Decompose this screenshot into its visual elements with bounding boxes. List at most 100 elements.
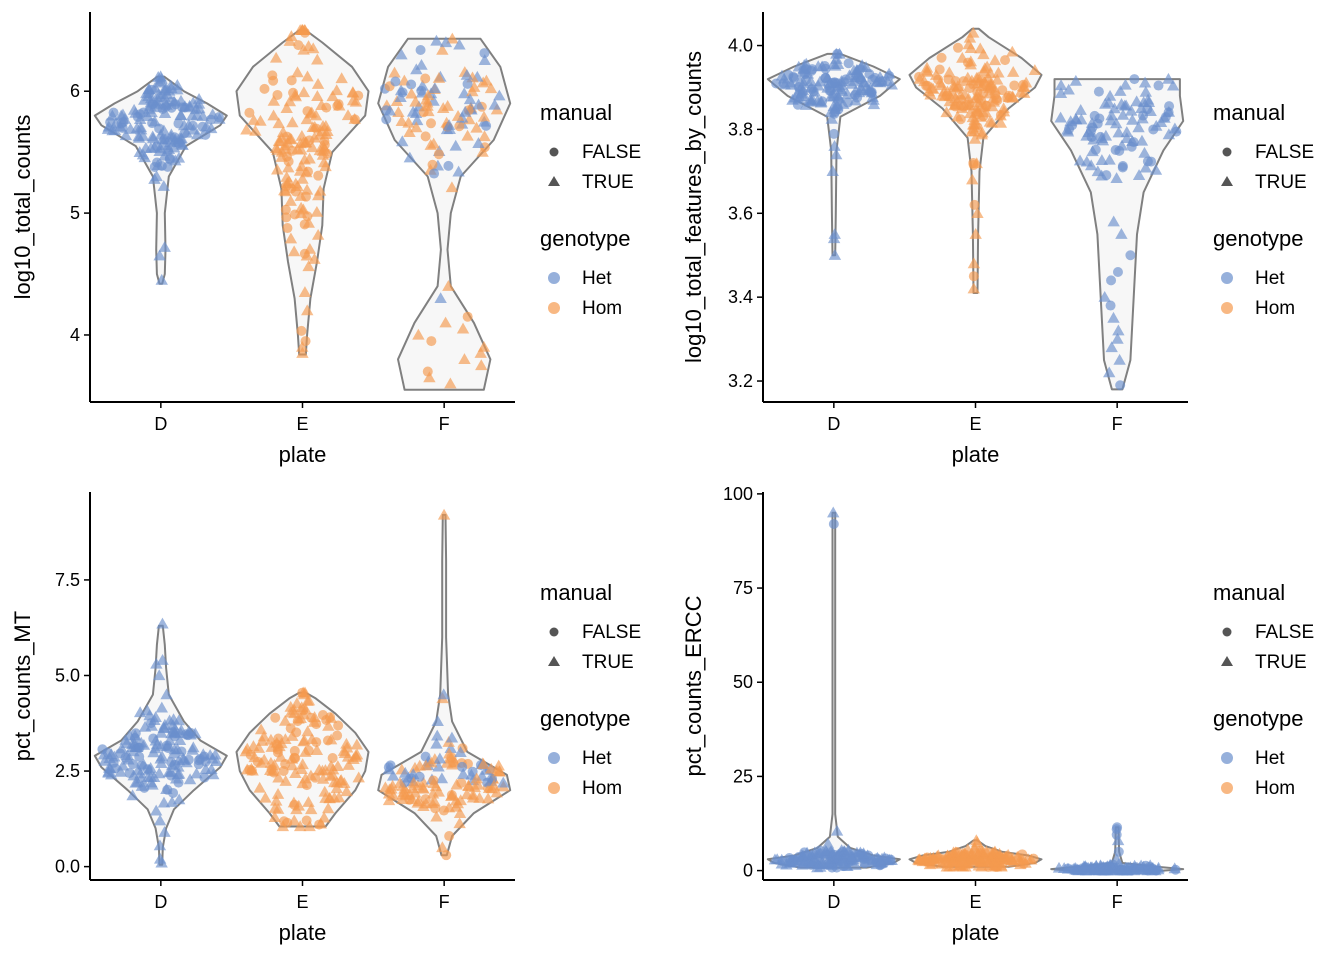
x-tick-label: D [154, 414, 167, 434]
point-E [922, 80, 933, 91]
legend-label-genotype: Hom [582, 298, 622, 319]
legend-key-hom [548, 302, 560, 314]
point-E [1009, 80, 1020, 91]
point-E [297, 687, 308, 698]
point-E [290, 803, 303, 815]
point-F [479, 48, 490, 59]
legend-title-manual: manual [540, 100, 612, 125]
point-E [294, 712, 307, 723]
point-D [811, 861, 824, 873]
y-tick-label: 3.6 [728, 203, 753, 223]
point-F [1074, 104, 1087, 115]
y-tick-label: 6 [70, 81, 80, 101]
point-D [108, 124, 122, 136]
point-E [296, 758, 309, 770]
point-E [981, 855, 995, 867]
y-tick-label: 4 [70, 325, 80, 345]
legend-key-circle [1222, 147, 1232, 157]
point-D [177, 752, 190, 764]
point-E [947, 79, 960, 91]
legend-key-triangle [1221, 656, 1233, 666]
point-D [132, 111, 143, 122]
point-E [333, 99, 344, 110]
point-E [947, 846, 960, 858]
point-F [444, 831, 455, 842]
point-E [977, 48, 990, 60]
point-F [1149, 163, 1163, 175]
point-E [958, 88, 971, 99]
legend-label-manual: FALSE [582, 622, 641, 643]
point-E [1006, 90, 1019, 102]
point-F [1110, 172, 1123, 183]
point-D [102, 765, 115, 777]
point-F [386, 769, 400, 781]
point-E [326, 90, 339, 102]
point-E [287, 245, 301, 257]
point-E [338, 747, 352, 758]
legend-label-manual: TRUE [1255, 652, 1307, 673]
point-E [288, 87, 299, 98]
point-F [1064, 124, 1075, 135]
point-E [968, 271, 979, 282]
point-D [185, 109, 199, 121]
legend-title-manual: manual [540, 580, 612, 605]
point-E [286, 116, 299, 128]
point-E [319, 764, 332, 775]
point-F [452, 165, 465, 177]
point-F [1132, 121, 1145, 133]
point-D [829, 148, 843, 160]
point-F [1135, 102, 1148, 114]
point-E [246, 765, 257, 776]
point-F [403, 126, 416, 137]
point-E [321, 802, 335, 814]
point-E [304, 135, 315, 146]
y-tick-label: 0 [743, 861, 753, 881]
point-E [324, 733, 338, 745]
point-F [461, 129, 474, 141]
point-F [472, 137, 485, 149]
point-E [988, 54, 1002, 66]
point-D [163, 145, 174, 156]
point-D [209, 748, 222, 760]
point-E [254, 723, 268, 735]
point-E [350, 738, 364, 750]
point-E [286, 759, 299, 771]
point-E [254, 114, 267, 126]
point-D [789, 72, 800, 83]
point-E [978, 100, 991, 112]
point-E [975, 80, 988, 91]
point-D [164, 153, 175, 164]
point-E [955, 100, 966, 111]
legend-key-het [548, 272, 560, 284]
y-tick-label: 3.4 [728, 287, 753, 307]
point-F [1103, 366, 1116, 378]
point-F [1103, 858, 1117, 870]
y-tick-label: 5.0 [55, 665, 80, 685]
point-F [1101, 170, 1112, 181]
point-E [259, 791, 272, 803]
point-E [303, 242, 317, 254]
point-E [293, 40, 304, 51]
point-E [289, 209, 300, 220]
point-F [435, 772, 449, 784]
point-E [296, 347, 309, 358]
point-D [165, 796, 179, 807]
point-E [284, 195, 297, 206]
x-tick-label: D [827, 892, 840, 912]
point-F [383, 762, 394, 773]
legend: manual FALSE TRUE genotype Het Hom [1213, 100, 1314, 319]
point-D [170, 99, 181, 110]
point-E [300, 113, 314, 125]
point-D [149, 97, 162, 109]
point-E [255, 756, 268, 768]
point-D [835, 83, 848, 95]
point-E [969, 228, 982, 239]
point-E [319, 139, 330, 150]
point-E [349, 95, 363, 107]
point-F [449, 800, 463, 812]
point-E [318, 785, 331, 797]
point-D [155, 76, 166, 87]
point-F [1115, 380, 1126, 391]
point-D [172, 793, 186, 805]
